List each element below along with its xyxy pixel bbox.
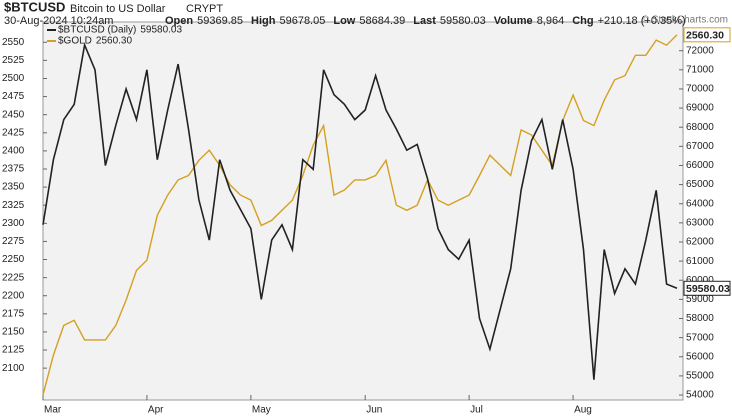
series-line (42, 42, 678, 380)
credit: © StockCharts.com (642, 15, 728, 26)
y-tick-label: 2275 (2, 236, 25, 247)
series-line (42, 34, 678, 396)
y-tick-label: 2150 (2, 327, 25, 338)
x-tick-label: Apr (148, 405, 164, 416)
y2-tick-label: 63000 (686, 218, 714, 229)
symbol: $BTCUSD (4, 0, 65, 14)
y-tick-label: 2500 (2, 73, 25, 84)
y-tick-label: 2525 (2, 55, 25, 66)
x-tick-label: Jul (470, 405, 483, 416)
quote-value: 58684.39 (359, 15, 405, 27)
y2-tick-label: 68000 (686, 122, 714, 133)
legend-name: $GOLD (58, 36, 92, 47)
x-tick-label: Mar (44, 405, 62, 416)
y2-tick-label: 55000 (686, 371, 714, 382)
quote-value: 8,964 (537, 15, 565, 27)
date: 30-Aug-2024 10:24am (4, 15, 113, 27)
quote-label: Low (333, 15, 355, 27)
last-value-label: 59580.03 (686, 283, 730, 295)
y2-tick-label: 61000 (686, 256, 714, 267)
y-tick-label: 2125 (2, 345, 25, 356)
y2-tick-label: 71000 (686, 64, 714, 75)
quote-label: Chg (572, 15, 593, 27)
y-tick-label: 2175 (2, 308, 25, 319)
y2-tick-label: 66000 (686, 160, 714, 171)
y-tick-label: 2325 (2, 200, 25, 211)
y2-tick-label: 67000 (686, 141, 714, 152)
y-tick-label: 2550 (2, 37, 25, 48)
exchange: CRYPT (186, 3, 223, 15)
y2-tick-label: 58000 (686, 313, 714, 324)
y-tick-label: 2200 (2, 290, 25, 301)
quote-value: 59369.85 (197, 15, 243, 27)
quote-value: +210.18 (+0.35%) (598, 15, 686, 27)
y2-tick-label: 69000 (686, 103, 714, 114)
instrument-name: Bitcoin to US Dollar (70, 3, 166, 15)
y2-tick-label: 64000 (686, 198, 714, 209)
y-tick-label: 2225 (2, 272, 25, 283)
y2-tick-label: 54000 (686, 390, 714, 401)
x-tick-label: May (252, 405, 271, 416)
x-tick-label: Jun (366, 405, 382, 416)
y-tick-label: 2475 (2, 91, 25, 102)
quote-label: Last (413, 15, 436, 27)
y2-tick-label: 65000 (686, 179, 714, 190)
y-tick-label: 2425 (2, 127, 25, 138)
y2-tick-label: 60000 (686, 275, 714, 286)
legend-value: 2560.30 (96, 36, 133, 47)
y2-tick-label: 57000 (686, 332, 714, 343)
last-value-tag (683, 280, 731, 296)
y-tick-label: 2450 (2, 109, 25, 120)
x-tick-label: Aug (574, 405, 592, 416)
quote-label: High (251, 15, 276, 27)
y-tick-label: 2350 (2, 182, 25, 193)
y2-tick-label: 72000 (686, 45, 714, 56)
y2-tick-label: 70000 (686, 84, 714, 95)
y2-tick-label: 56000 (686, 351, 714, 362)
last-value-tag (683, 27, 731, 43)
legend-name: $BTCUSD (Daily) (58, 25, 136, 36)
y2-tick-label: 62000 (686, 237, 714, 248)
quote-label: Volume (494, 15, 533, 27)
y-tick-label: 2100 (2, 363, 25, 374)
quote-value: 59678.05 (279, 15, 325, 27)
last-value-label: 2560.30 (686, 30, 724, 42)
y2-tick-label: 59000 (686, 294, 714, 305)
quote-value: 59580.03 (440, 15, 486, 27)
y-tick-label: 2300 (2, 218, 25, 229)
y-tick-label: 2400 (2, 146, 25, 157)
y-tick-label: 2250 (2, 254, 25, 265)
plot-area (42, 21, 684, 401)
legend-value: 59580.03 (140, 25, 182, 36)
y-tick-label: 2375 (2, 164, 25, 175)
quote-label: Open (165, 15, 193, 27)
